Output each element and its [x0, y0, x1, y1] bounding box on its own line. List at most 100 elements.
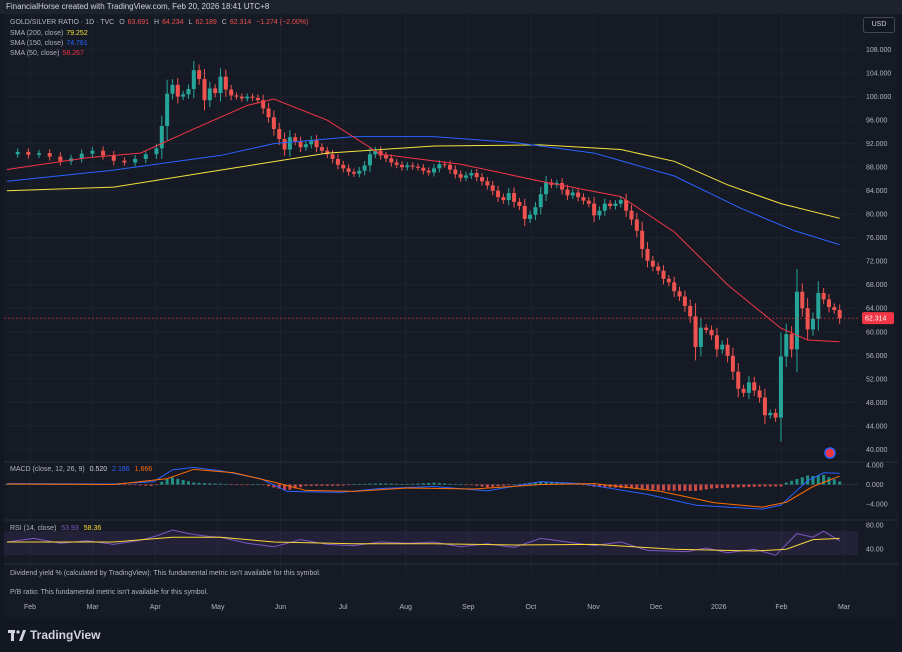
chart-canvas[interactable]: Feb Mar Apr May Jun Jul Aug Sep Oct Nov Dec 2026 Feb… [4, 14, 898, 618]
candle-body [538, 194, 543, 208]
candle-body [730, 355, 735, 372]
macd-histogram-bar [331, 484, 335, 486]
macd-histogram-bar [251, 484, 255, 486]
candle-body [805, 308, 810, 330]
candle-body [618, 200, 623, 204]
macd-histogram-bar [747, 484, 751, 487]
candle-body [496, 190, 501, 198]
candle-body [656, 266, 661, 271]
candle-body [90, 150, 95, 154]
macd-histogram-bar [646, 484, 649, 490]
macd-histogram-bar [293, 484, 297, 489]
macd-histogram-bar [635, 484, 639, 489]
macd-histogram-bar [256, 484, 260, 485]
macd-histogram-bar [811, 476, 815, 485]
currency-button[interactable]: USD [863, 17, 895, 33]
candle-body [250, 96, 255, 98]
macd-histogram-bar [790, 480, 794, 485]
rsi-ma-line [7, 536, 840, 552]
macd-histogram-bar [752, 484, 756, 487]
chart-area[interactable]: Feb Mar Apr May Jun Jul Aug Sep Oct Nov Dec 2026 Feb… [4, 14, 898, 618]
candle-body [154, 148, 159, 155]
candle-body [282, 138, 287, 150]
sma150-legend[interactable]: SMA (150, close) 74.761 [10, 39, 91, 48]
macd-legend[interactable]: MACD (close, 12, 26, 9) 0.520 2.186 1.66… [10, 465, 155, 474]
macd-histogram-bar [315, 484, 319, 486]
x-tick-label: Mar [838, 604, 851, 611]
last-price-label: 62.314 [865, 316, 887, 323]
price-tick-label: 84.000 [866, 188, 888, 195]
main-legend: GOLD/SILVER RATIO · 1D · TVC O 63.691 H 64… [10, 18, 311, 27]
candle-body [341, 164, 346, 169]
macd-histogram-bar [533, 482, 537, 485]
x-tick-label: Oct [525, 604, 536, 611]
candle-body [239, 96, 244, 99]
pb-note: P/B ratio: This fundamental metric isn't… [10, 589, 209, 596]
macd-histogram-bar [133, 484, 137, 486]
candle-body [528, 214, 533, 219]
rsi-legend[interactable]: RSI (14, close) 53.93 58.36 [10, 524, 104, 533]
macd-histogram-bar [640, 484, 644, 489]
macd-histogram-bar [347, 484, 351, 486]
rsi-tick-label: 80.00 [866, 523, 884, 530]
tradingview-logo[interactable]: TradingView [8, 628, 100, 642]
price-tick-label: 52.000 [866, 376, 888, 383]
candle-body [704, 327, 709, 330]
candle-body [458, 174, 463, 178]
sma50-legend[interactable]: SMA (50, close) 58.267 [10, 49, 87, 58]
candle-body [469, 173, 474, 176]
candle-body [597, 210, 602, 216]
sma150-label: SMA (150, close) [10, 40, 64, 47]
candle-body [175, 84, 180, 97]
candle-body [533, 207, 538, 215]
candle-body [47, 153, 52, 157]
macd-histogram-bar [138, 484, 142, 486]
macd-histogram-bar [576, 484, 580, 485]
macd-histogram-bar [411, 483, 415, 485]
macd-histogram-bar [683, 484, 687, 491]
macd-histogram-bar [453, 484, 457, 485]
candle-body [688, 305, 693, 317]
rsi-tick-label: 40.00 [866, 547, 884, 554]
candle-body [191, 70, 196, 90]
macd-histogram-bar [224, 484, 228, 485]
price-tick-label: 92.000 [866, 141, 888, 148]
candle-body [287, 137, 292, 150]
candle-body [197, 70, 202, 80]
macd-histogram-bar [667, 484, 671, 491]
macd-histogram-bar [165, 479, 169, 485]
macd-histogram-bar [496, 484, 500, 487]
candle-body [223, 76, 228, 90]
x-tick-label: Mar [87, 604, 100, 611]
macd-histogram-bar [176, 478, 180, 485]
candle-body [373, 150, 378, 155]
macd-histogram-bar [154, 484, 158, 486]
ohlc-o-label: O [119, 19, 125, 26]
macd-histogram-bar [373, 483, 377, 485]
candle-body [757, 390, 762, 398]
candle-body [762, 397, 767, 416]
candle-body [645, 248, 650, 261]
candle-body [389, 158, 394, 163]
macd-histogram-bar [816, 475, 820, 485]
candle-body [714, 335, 719, 350]
macd-histogram-bar [704, 484, 708, 490]
candle-body [752, 382, 757, 391]
candle-body [426, 170, 431, 173]
candle-body [421, 167, 426, 171]
candle-body [367, 154, 372, 166]
ohlc-c-label: C [221, 19, 227, 26]
candle-body [79, 153, 84, 159]
macd-histogram-bar [267, 484, 271, 487]
macd-histogram-bar [758, 484, 762, 487]
macd-histogram-bar [800, 477, 804, 485]
price-tick-label: 56.000 [866, 353, 888, 360]
x-tick-label: Sep [462, 604, 475, 611]
macd-histogram-bar [581, 484, 585, 486]
macd-histogram-bar [309, 484, 313, 486]
macd-histogram-bar [299, 484, 303, 488]
macd-histogram-bar [480, 484, 484, 487]
sma200-legend[interactable]: SMA (200, close) 79.252 [10, 29, 91, 38]
macd-histogram-bar [688, 484, 692, 491]
candle-body [351, 171, 356, 174]
